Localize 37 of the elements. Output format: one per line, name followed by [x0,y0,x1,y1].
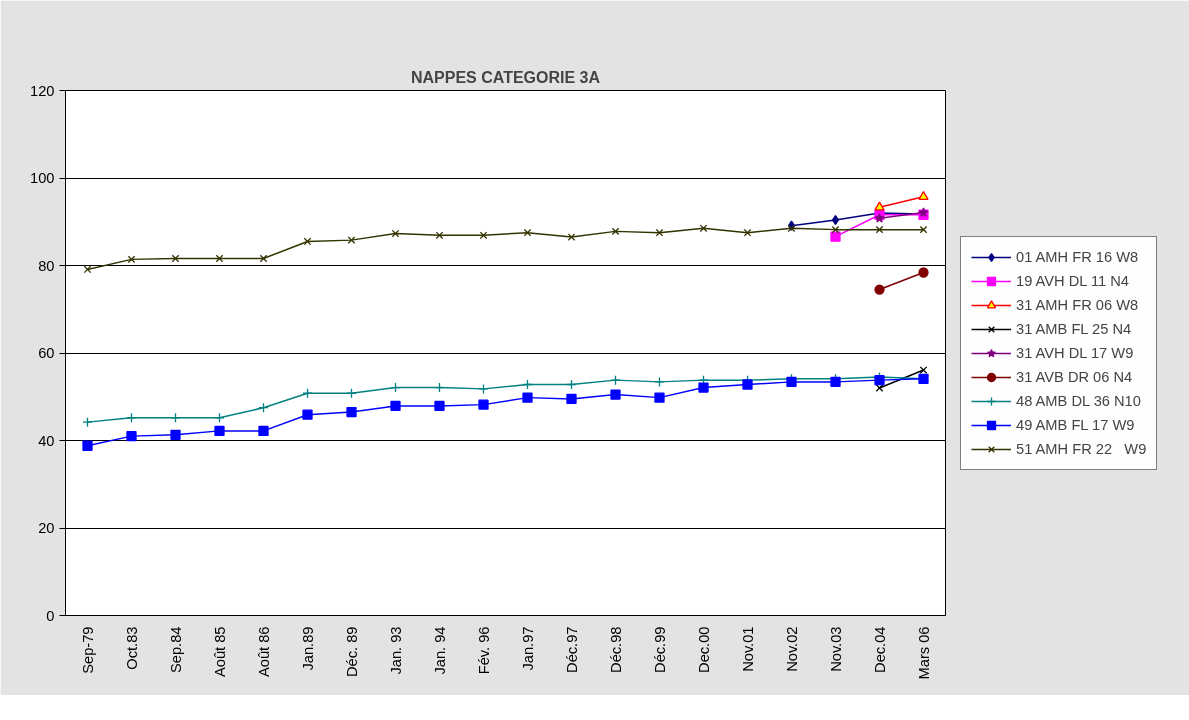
legend-label: 49 AMB FL 17 W9 [1016,415,1135,435]
x-tick-label: Nov.03 [827,626,844,672]
x-tick-label: Jan.89 [299,626,316,671]
legend-label: 01 AMH FR 16 W8 [1016,247,1139,267]
x-tick-label: Jan.97 [519,626,536,671]
legend-label: 31 AMB FL 25 N4 [1016,319,1132,339]
y-tick-label: 20 [38,520,55,536]
chart-title: NAPPES CATEGORIE 3A [410,68,601,86]
x-tick-label: Nov.01 [739,626,756,672]
y-tick-label: 0 [46,607,55,624]
x-tick-label: Août 86 [255,626,272,678]
x-tick-label: Nov.02 [783,626,800,672]
y-tick-label: 100 [30,170,55,186]
legend-label: 31 AVH DL 17 W9 [1016,343,1134,363]
legend-label: 31 AMH FR 06 W8 [1016,295,1139,315]
x-tick-label: Mars 06 [915,626,932,680]
legend-label: 48 AMB DL 36 N10 [1016,391,1141,411]
x-tick-label: Déc. 89 [343,626,360,678]
x-tick-label: Déc.99 [651,626,668,673]
x-tick-label: Fév. 96 [475,626,492,675]
y-tick-label: 80 [38,257,55,274]
x-tick-label: Dec.00 [695,626,712,673]
y-tick-label: 40 [38,432,55,449]
y-tick-label: 60 [38,345,55,361]
x-tick-label: Déc.98 [607,626,624,673]
x-tick-label: Dec.04 [871,626,888,673]
y-tick-label: 120 [30,82,55,99]
x-tick-label: Août 85 [211,626,228,678]
x-tick-label: Jan. 93 [387,626,404,675]
x-tick-label: Déc.97 [563,626,580,673]
legend-label: 51 AMH FR 22 W9 [1016,439,1147,459]
x-tick-label: Sep.84 [167,626,184,673]
x-tick-label: Oct.83 [123,626,140,670]
legend-label: 31 AVB DR 06 N4 [1016,367,1133,387]
legend-label: 19 AVH DL 11 N4 [1016,271,1129,291]
x-tick-label: Jan. 94 [431,626,448,675]
x-tick-label: Sep-79 [79,626,96,674]
